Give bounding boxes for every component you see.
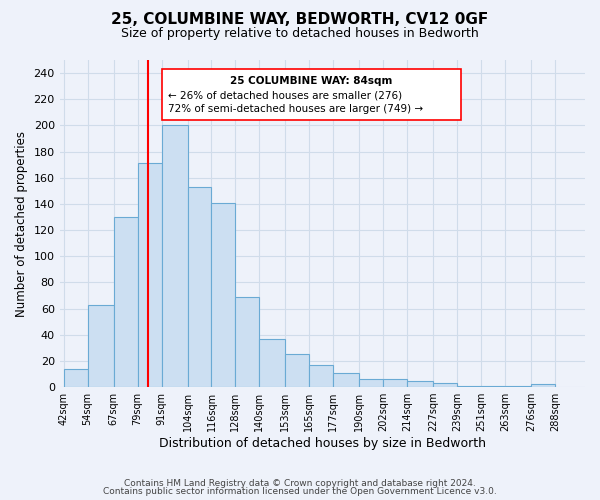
Text: Contains public sector information licensed under the Open Government Licence v3: Contains public sector information licen…	[103, 487, 497, 496]
Y-axis label: Number of detached properties: Number of detached properties	[15, 130, 28, 316]
Bar	[359, 379, 383, 387]
Bar	[286, 354, 310, 387]
Bar	[310, 365, 334, 387]
Bar	[481, 386, 505, 387]
Bar	[188, 187, 211, 387]
Bar	[259, 338, 286, 387]
Bar	[505, 386, 531, 387]
Text: 72% of semi-detached houses are larger (749) →: 72% of semi-detached houses are larger (…	[167, 104, 422, 115]
Bar	[113, 217, 137, 387]
Text: Size of property relative to detached houses in Bedworth: Size of property relative to detached ho…	[121, 28, 479, 40]
Bar	[235, 297, 259, 387]
Bar	[531, 384, 555, 387]
X-axis label: Distribution of detached houses by size in Bedworth: Distribution of detached houses by size …	[159, 437, 486, 450]
Bar	[161, 69, 461, 120]
Text: 25, COLUMBINE WAY, BEDWORTH, CV12 0GF: 25, COLUMBINE WAY, BEDWORTH, CV12 0GF	[112, 12, 488, 28]
Bar	[64, 369, 88, 387]
Bar	[433, 383, 457, 387]
Text: 25 COLUMBINE WAY: 84sqm: 25 COLUMBINE WAY: 84sqm	[230, 76, 392, 86]
Bar	[407, 380, 433, 387]
Bar	[334, 372, 359, 387]
Text: ← 26% of detached houses are smaller (276): ← 26% of detached houses are smaller (27…	[167, 90, 401, 100]
Bar	[211, 202, 235, 387]
Bar	[161, 126, 188, 387]
Bar	[383, 379, 407, 387]
Bar	[137, 164, 161, 387]
Bar	[88, 304, 113, 387]
Bar	[457, 386, 481, 387]
Text: Contains HM Land Registry data © Crown copyright and database right 2024.: Contains HM Land Registry data © Crown c…	[124, 478, 476, 488]
